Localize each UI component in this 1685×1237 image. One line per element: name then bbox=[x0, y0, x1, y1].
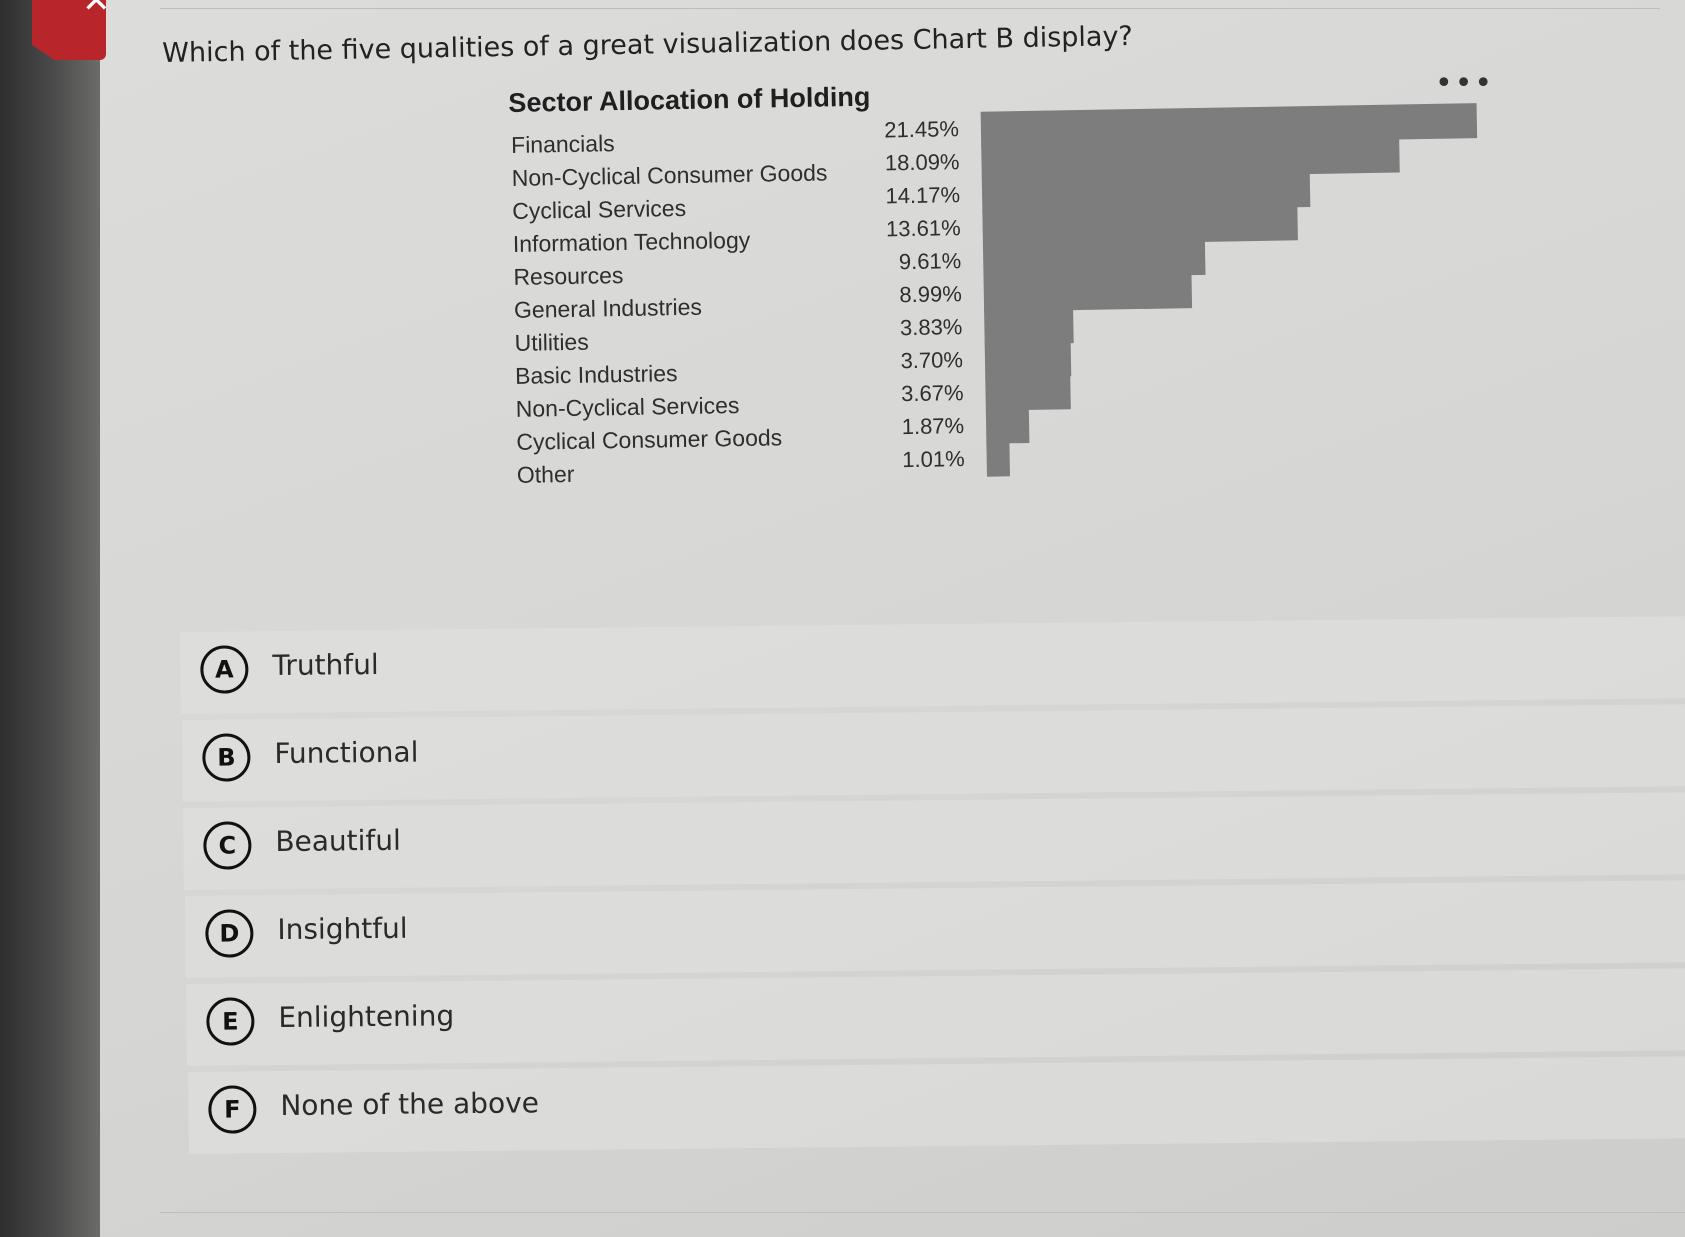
option-letter-badge: C bbox=[203, 821, 252, 870]
value-label: 1.01% bbox=[902, 446, 965, 473]
bar bbox=[984, 341, 1071, 378]
bar bbox=[985, 374, 1071, 411]
category-label: General Industries bbox=[513, 293, 703, 323]
option-letter-badge: B bbox=[201, 733, 251, 782]
category-label: Cyclical Consumer Goods bbox=[516, 424, 783, 455]
value-label: 13.61% bbox=[885, 215, 961, 242]
screen-bezel bbox=[0, 0, 105, 1237]
option-label: None of the above bbox=[279, 1086, 539, 1123]
category-label: Utilities bbox=[514, 328, 589, 356]
value-label: 1.87% bbox=[901, 413, 965, 440]
value-label: 3.70% bbox=[900, 347, 964, 374]
bar bbox=[982, 205, 1298, 246]
value-label: 3.67% bbox=[900, 380, 964, 407]
bar bbox=[985, 407, 1030, 444]
option-letter-badge: E bbox=[206, 997, 255, 1046]
answer-option[interactable]: A Truthful bbox=[180, 616, 1685, 714]
bar bbox=[983, 273, 1192, 312]
chart-title: Sector Allocation of Holding bbox=[508, 81, 871, 118]
category-label: Non-Cyclical Services bbox=[515, 392, 740, 422]
answer-option[interactable]: C Beautiful bbox=[183, 792, 1685, 890]
answer-option[interactable]: B Functional bbox=[181, 704, 1685, 802]
value-label: 14.17% bbox=[885, 182, 961, 209]
option-letter-badge: A bbox=[200, 645, 249, 694]
close-button[interactable]: ✕ bbox=[32, 0, 106, 60]
value-label: 3.83% bbox=[899, 314, 963, 341]
value-label: 9.61% bbox=[898, 248, 962, 275]
category-label: Non-Cyclical Consumer Goods bbox=[511, 159, 828, 191]
category-label: Information Technology bbox=[512, 226, 751, 257]
value-label: 8.99% bbox=[899, 281, 963, 308]
option-letter-badge: D bbox=[204, 909, 254, 958]
category-label: Basic Industries bbox=[514, 360, 678, 389]
category-label: Other bbox=[516, 460, 575, 488]
answer-option[interactable]: D Insightful bbox=[184, 880, 1685, 978]
answer-option[interactable]: F None of the above bbox=[187, 1056, 1685, 1154]
option-label: Beautiful bbox=[275, 823, 402, 859]
option-label: Functional bbox=[273, 735, 419, 771]
category-label: Resources bbox=[513, 262, 624, 290]
category-label: Cyclical Services bbox=[512, 194, 687, 224]
top-divider bbox=[160, 8, 1660, 9]
option-letter-badge: F bbox=[207, 1085, 257, 1134]
more-horizontal-icon[interactable]: ••• bbox=[1435, 66, 1495, 101]
bottom-divider bbox=[160, 1212, 1685, 1213]
option-label: Truthful bbox=[272, 647, 379, 683]
category-label: Financials bbox=[510, 130, 615, 158]
bar bbox=[986, 441, 1011, 477]
close-icon: ✕ bbox=[82, 0, 111, 21]
option-label: Enlightening bbox=[278, 999, 455, 1035]
answer-option[interactable]: E Enlightening bbox=[186, 968, 1685, 1066]
bar bbox=[984, 308, 1074, 345]
value-label: 21.45% bbox=[884, 116, 960, 143]
option-label: Insightful bbox=[276, 911, 408, 947]
sector-allocation-chart: Sector Allocation of Holding Financials 2… bbox=[508, 63, 1486, 520]
value-label: 18.09% bbox=[884, 149, 960, 176]
